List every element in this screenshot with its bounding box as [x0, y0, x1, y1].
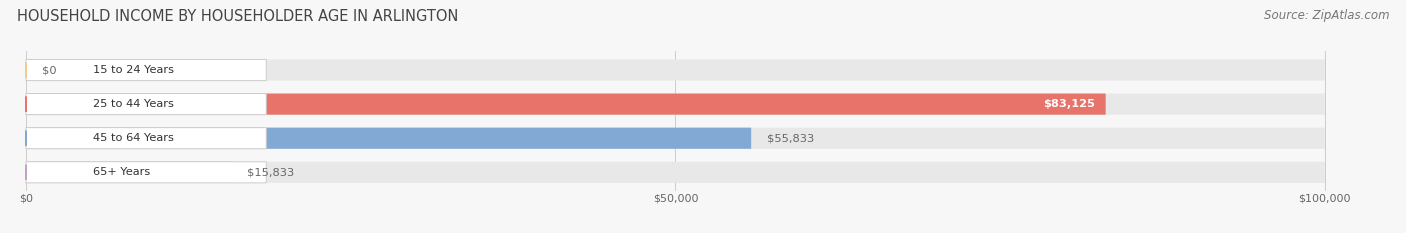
Text: 15 to 24 Years: 15 to 24 Years — [93, 65, 174, 75]
Text: $15,833: $15,833 — [247, 167, 294, 177]
Text: $55,833: $55,833 — [766, 133, 814, 143]
FancyBboxPatch shape — [25, 93, 1105, 115]
FancyBboxPatch shape — [25, 128, 1324, 149]
Text: 65+ Years: 65+ Years — [93, 167, 150, 177]
FancyBboxPatch shape — [25, 59, 1324, 81]
FancyBboxPatch shape — [25, 93, 266, 115]
FancyBboxPatch shape — [25, 128, 266, 149]
FancyBboxPatch shape — [25, 162, 266, 183]
Text: $0: $0 — [42, 65, 56, 75]
Text: $83,125: $83,125 — [1043, 99, 1095, 109]
FancyBboxPatch shape — [25, 162, 1324, 183]
FancyBboxPatch shape — [25, 128, 751, 149]
Text: 45 to 64 Years: 45 to 64 Years — [93, 133, 174, 143]
Text: HOUSEHOLD INCOME BY HOUSEHOLDER AGE IN ARLINGTON: HOUSEHOLD INCOME BY HOUSEHOLDER AGE IN A… — [17, 9, 458, 24]
FancyBboxPatch shape — [25, 93, 1324, 115]
FancyBboxPatch shape — [25, 59, 266, 81]
FancyBboxPatch shape — [25, 162, 232, 183]
Text: Source: ZipAtlas.com: Source: ZipAtlas.com — [1264, 9, 1389, 22]
Text: 25 to 44 Years: 25 to 44 Years — [93, 99, 174, 109]
